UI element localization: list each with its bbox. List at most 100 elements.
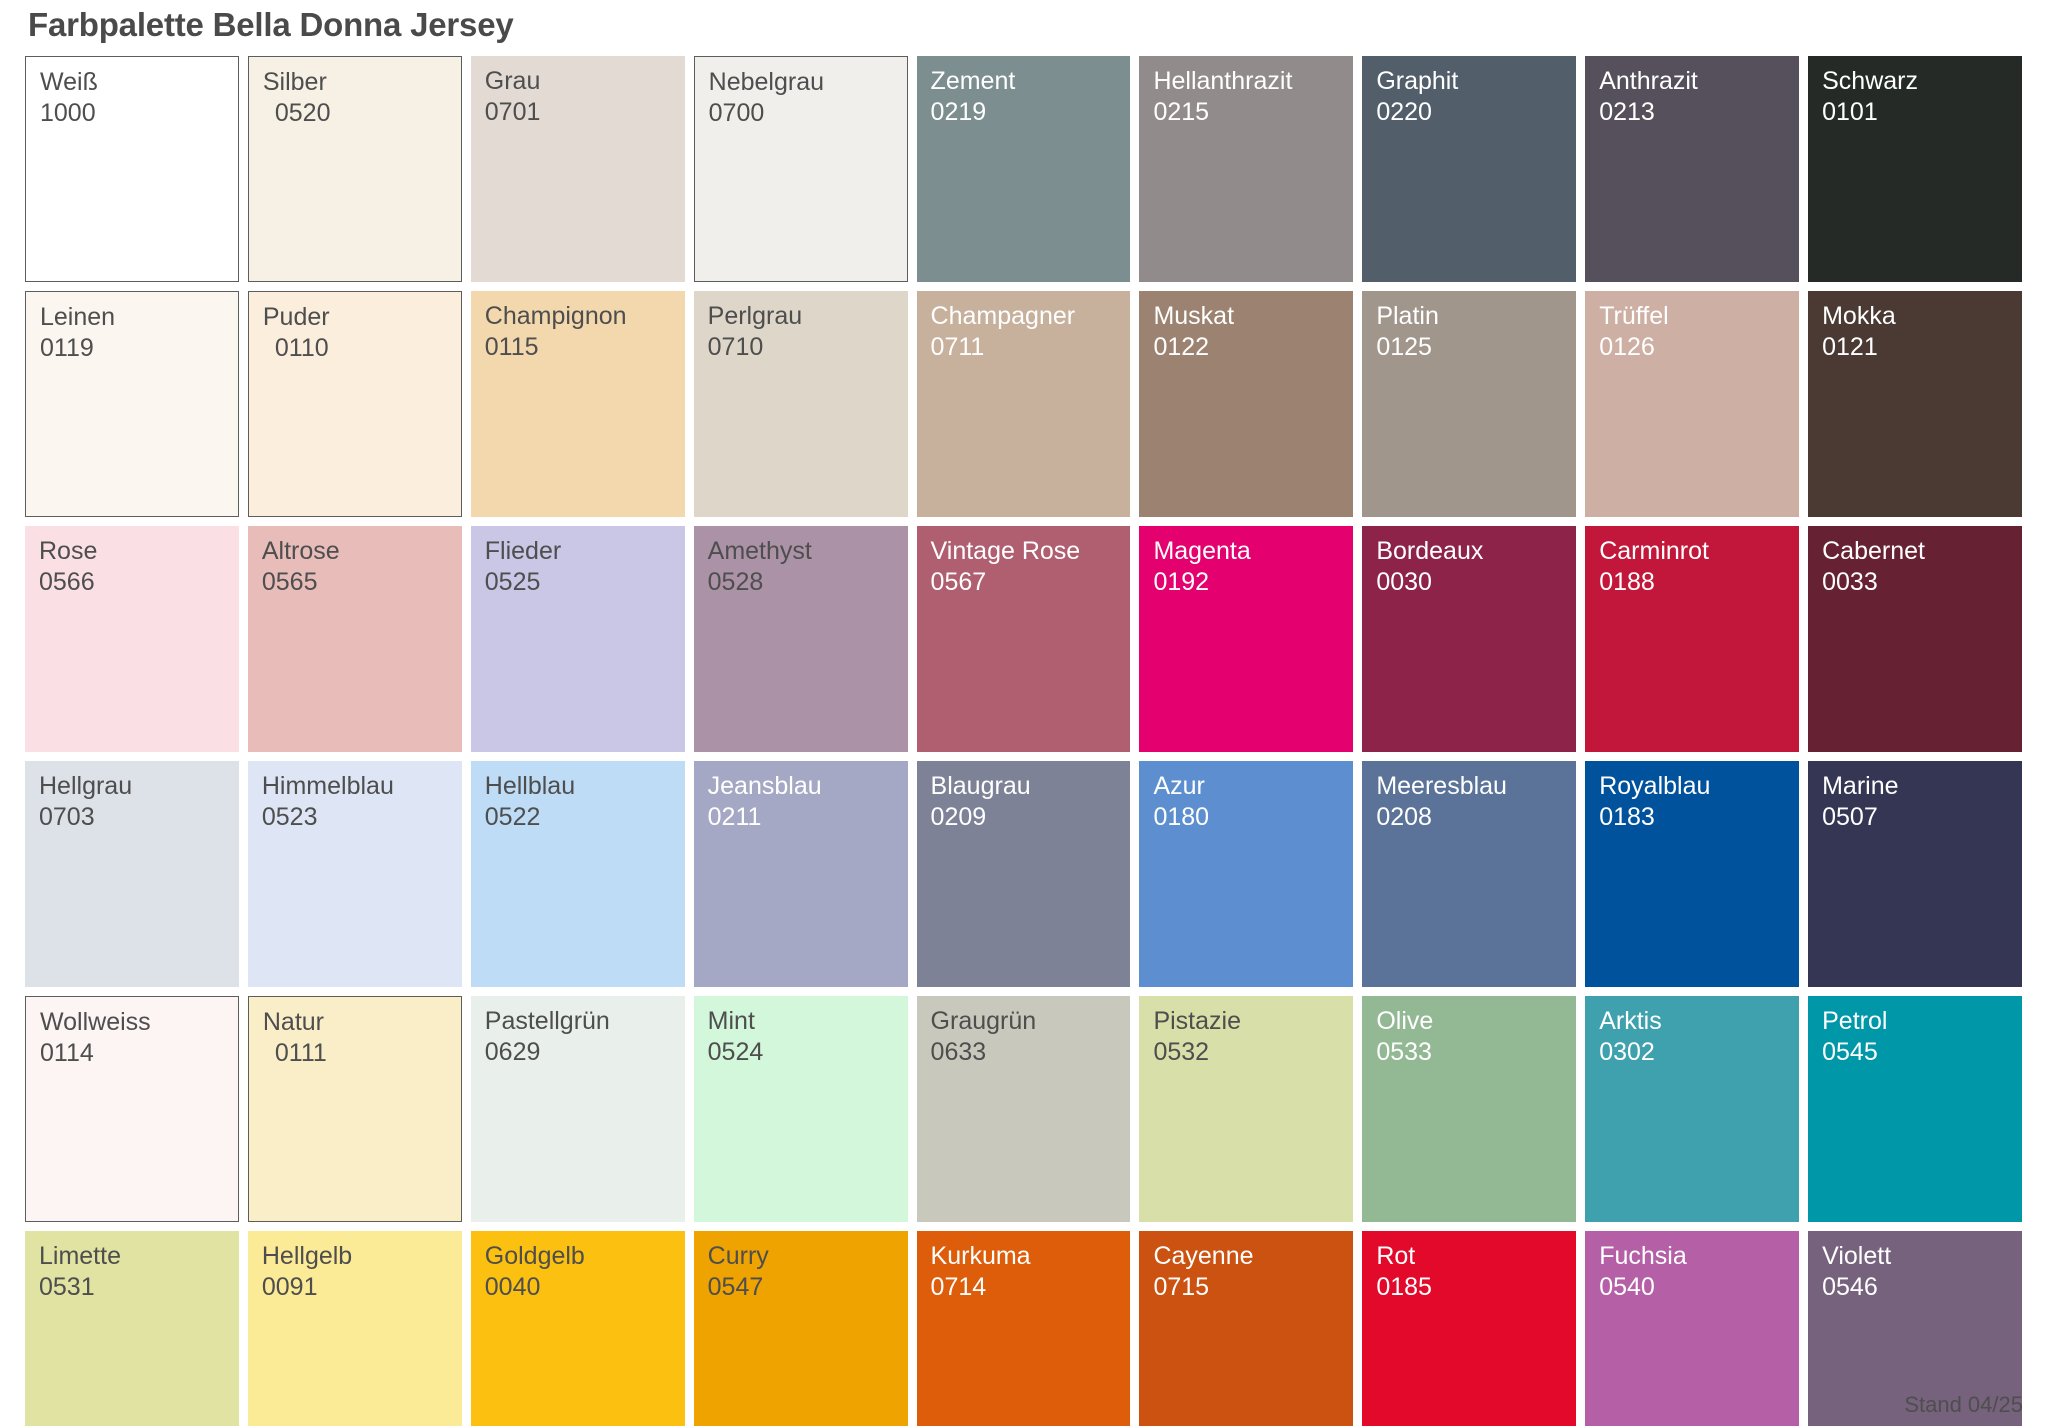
swatch-code: 0523: [261, 803, 318, 831]
swatch-code: 0711: [930, 333, 985, 361]
swatch-code: 0714: [930, 1273, 987, 1301]
swatch-code: 0522: [484, 803, 541, 831]
swatch-name: Mokka: [1822, 302, 1896, 330]
color-swatch[interactable]: Jeansblau 0211: [693, 761, 908, 987]
color-swatch[interactable]: Bordeaux 0030: [1362, 526, 1577, 752]
swatch-name: Mint: [707, 1007, 755, 1035]
swatch-code: 0524: [707, 1038, 764, 1066]
swatch-code: 0215: [1153, 98, 1210, 126]
swatch-code: 0122: [1153, 333, 1210, 361]
color-swatch[interactable]: Azur 0180: [1139, 761, 1354, 987]
color-swatch[interactable]: Mint 0524: [693, 996, 908, 1222]
swatch-code: 0701: [484, 98, 541, 126]
color-swatch[interactable]: Petrol 0545: [1808, 996, 2022, 1222]
swatch-code: 0119: [40, 334, 94, 362]
swatch-code: 0700: [708, 99, 765, 127]
color-swatch[interactable]: Natur 0111: [247, 996, 462, 1222]
color-swatch[interactable]: Fuchsia 0540: [1585, 1231, 1800, 1426]
color-swatch[interactable]: Violett 0546: [1808, 1231, 2022, 1426]
color-swatch[interactable]: Hellblau 0522: [470, 761, 685, 987]
swatch-name: Pistazie: [1153, 1007, 1241, 1035]
swatch-name: Bordeaux: [1376, 537, 1484, 565]
color-swatch[interactable]: Pistazie 0532: [1139, 996, 1354, 1222]
color-swatch[interactable]: Mokka 0121: [1808, 291, 2022, 517]
color-swatch[interactable]: Silber 0520: [247, 56, 462, 282]
swatch-code: 0188: [1599, 568, 1655, 596]
color-swatch[interactable]: Carminrot 0188: [1585, 526, 1800, 752]
swatch-code: 0091: [261, 1273, 318, 1301]
swatch-code: 0565: [261, 568, 318, 596]
color-swatch[interactable]: Graugrün 0633: [916, 996, 1131, 1222]
swatch-code: 0125: [1376, 333, 1432, 361]
color-swatch[interactable]: Hellanthrazit 0215: [1139, 56, 1354, 282]
color-swatch[interactable]: Himmelblau 0523: [247, 761, 462, 987]
swatch-code: 0532: [1153, 1038, 1210, 1066]
swatch-code: 0185: [1376, 1273, 1432, 1301]
color-swatch[interactable]: Trüffel 0126: [1585, 291, 1800, 517]
color-swatch[interactable]: Anthrazit 0213: [1585, 56, 1800, 282]
color-swatch[interactable]: Kurkuma 0714: [916, 1231, 1131, 1426]
color-swatch[interactable]: Altrose 0565: [247, 526, 462, 752]
color-swatch[interactable]: Blaugrau 0209: [916, 761, 1131, 987]
color-swatch[interactable]: Wollweiss 0114: [25, 996, 239, 1222]
swatch-name: Magenta: [1153, 537, 1251, 565]
swatch-name: Zement: [930, 67, 1016, 95]
color-swatch[interactable]: Magenta 0192: [1139, 526, 1354, 752]
color-swatch[interactable]: Weiß 1000: [25, 56, 239, 282]
swatch-name: Muskat: [1153, 302, 1235, 330]
color-swatch[interactable]: Leinen 0119: [25, 291, 239, 517]
color-swatch[interactable]: Meeresblau 0208: [1362, 761, 1577, 987]
color-swatch[interactable]: Cabernet 0033: [1808, 526, 2022, 752]
color-swatch[interactable]: Nebelgrau 0700: [693, 56, 908, 282]
swatch-name: Silber: [262, 68, 327, 96]
color-swatch[interactable]: Graphit 0220: [1362, 56, 1577, 282]
swatch-code: 0126: [1599, 333, 1655, 361]
color-swatch[interactable]: Limette 0531: [25, 1231, 239, 1426]
swatch-name: Cabernet: [1822, 537, 1925, 565]
color-swatch[interactable]: Arktis 0302: [1585, 996, 1800, 1222]
swatch-code: 0567: [930, 568, 987, 596]
color-swatch[interactable]: Pastellgrün 0629: [470, 996, 685, 1222]
swatch-name: Trüffel: [1599, 302, 1669, 330]
swatch-code: 0114: [40, 1039, 94, 1067]
swatch-code: 0633: [930, 1038, 987, 1066]
color-swatch[interactable]: Puder 0110: [247, 291, 462, 517]
footer-stand-label: Stand 04/25: [1904, 1392, 2023, 1417]
swatch-name: Himmelblau: [261, 772, 394, 800]
color-swatch[interactable]: Amethyst 0528: [693, 526, 908, 752]
swatch-code: 0183: [1599, 803, 1655, 831]
swatch-name: Olive: [1376, 1007, 1434, 1035]
color-swatch[interactable]: Platin 0125: [1362, 291, 1577, 517]
color-swatch[interactable]: Vintage Rose 0567: [916, 526, 1131, 752]
color-swatch[interactable]: Royalblau 0183: [1585, 761, 1800, 987]
color-swatch[interactable]: Rot 0185: [1362, 1231, 1577, 1426]
color-swatch[interactable]: Cayenne 0715: [1139, 1231, 1354, 1426]
color-swatch[interactable]: Hellgrau 0703: [25, 761, 239, 987]
swatch-name: Amethyst: [707, 537, 812, 565]
color-swatch[interactable]: Champagner 0711: [916, 291, 1131, 517]
color-swatch[interactable]: Zement 0219: [916, 56, 1131, 282]
swatch-code: 0540: [1599, 1273, 1655, 1301]
swatch-code: 0101: [1822, 98, 1878, 126]
color-swatch[interactable]: Olive 0533: [1362, 996, 1577, 1222]
swatch-name: Hellblau: [484, 772, 576, 800]
swatch-name: Carminrot: [1599, 537, 1709, 565]
color-swatch[interactable]: Marine 0507: [1808, 761, 2022, 987]
color-swatch[interactable]: Goldgelb 0040: [470, 1231, 685, 1426]
color-swatch[interactable]: Champignon 0115: [470, 291, 685, 517]
color-swatch[interactable]: Muskat 0122: [1139, 291, 1354, 517]
swatch-name: Puder: [262, 303, 330, 331]
color-swatch[interactable]: Hellgelb 0091: [247, 1231, 462, 1426]
swatch-code: 0703: [39, 803, 95, 831]
color-swatch[interactable]: Rose 0566: [25, 526, 239, 752]
color-swatch[interactable]: Curry 0547: [693, 1231, 908, 1426]
color-swatch[interactable]: Grau 0701: [470, 56, 685, 282]
color-swatch[interactable]: Schwarz 0101: [1808, 56, 2022, 282]
color-swatch[interactable]: Perlgrau 0710: [693, 291, 908, 517]
swatch-name: Royalblau: [1599, 772, 1711, 800]
swatch-name: Wollweiss: [40, 1008, 151, 1036]
swatch-code: 0528: [707, 568, 764, 596]
color-swatch[interactable]: Flieder 0525: [470, 526, 685, 752]
swatch-name: Kurkuma: [930, 1242, 1031, 1270]
